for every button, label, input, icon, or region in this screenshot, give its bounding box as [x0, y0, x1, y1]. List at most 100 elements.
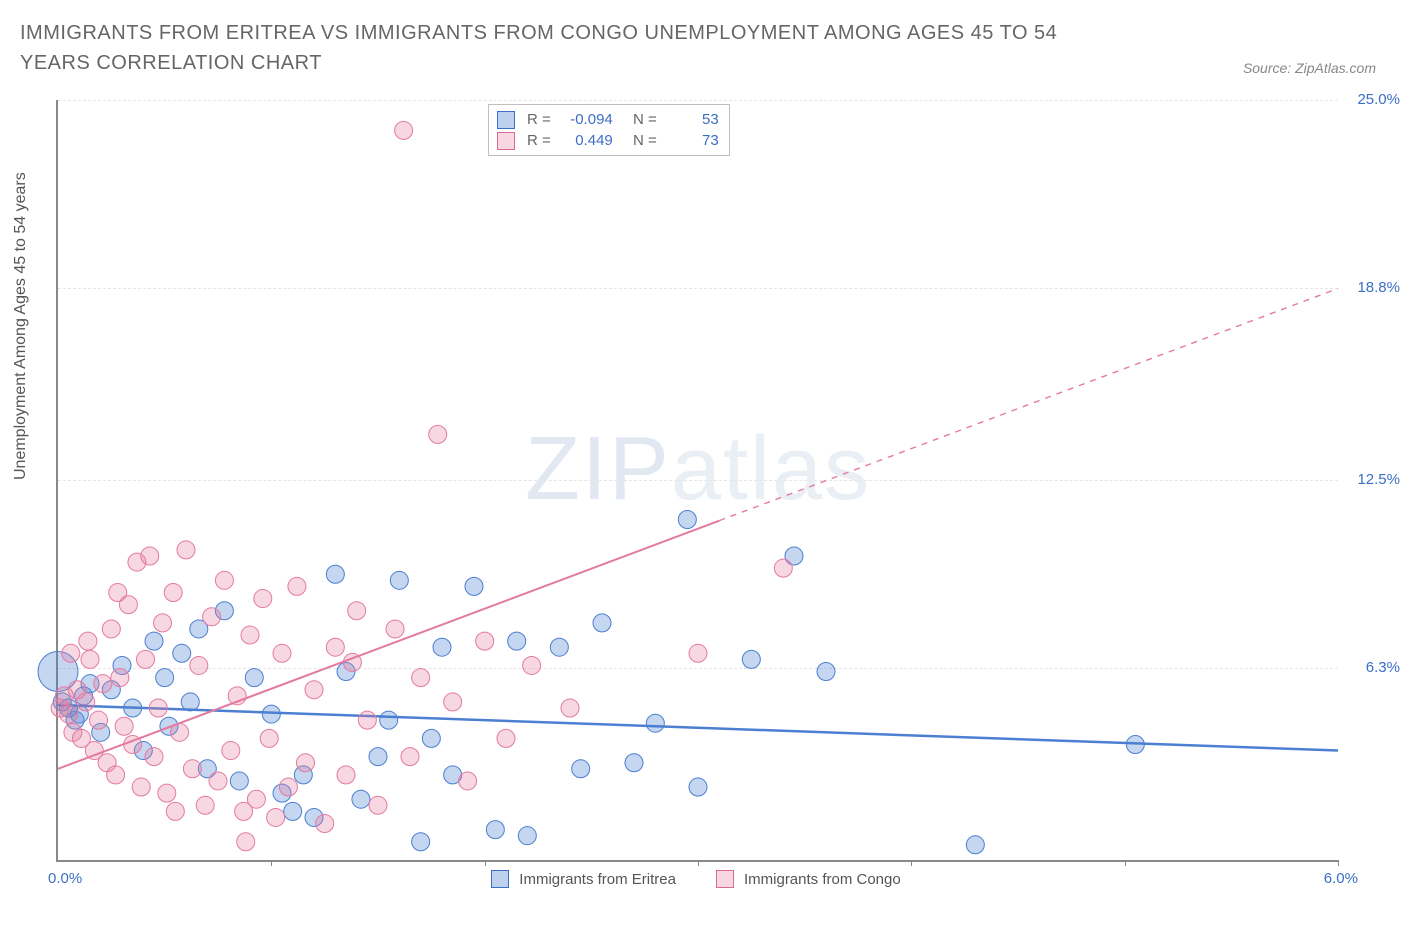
scatter-point	[390, 571, 408, 589]
scatter-point	[111, 669, 129, 687]
legend-label-congo: Immigrants from Congo	[744, 871, 901, 888]
trend-line	[58, 705, 1338, 751]
x-tick	[271, 860, 273, 866]
scatter-point	[316, 815, 334, 833]
y-tick-label: 25.0%	[1357, 91, 1400, 108]
x-tick	[911, 860, 913, 866]
scatter-point	[109, 583, 127, 601]
scatter-point	[348, 602, 366, 620]
scatter-point	[380, 711, 398, 729]
y-tick-label: 12.5%	[1357, 471, 1400, 488]
scatter-point	[561, 699, 579, 717]
scatter-point	[412, 669, 430, 687]
scatter-point	[966, 836, 984, 854]
scatter-point	[817, 663, 835, 681]
scatter-point	[523, 656, 541, 674]
scatter-point	[401, 748, 419, 766]
scatter-point	[79, 632, 97, 650]
scatter-point	[497, 729, 515, 747]
scatter-point	[209, 772, 227, 790]
scatter-point	[154, 614, 172, 632]
source-label: Source: ZipAtlas.com	[1243, 60, 1376, 76]
swatch-pink-icon	[716, 870, 734, 888]
scatter-point	[572, 760, 590, 778]
scatter-point	[369, 748, 387, 766]
scatter-point	[433, 638, 451, 656]
scatter-point	[190, 656, 208, 674]
scatter-point	[145, 748, 163, 766]
scatter-point	[689, 778, 707, 796]
scatter-point	[60, 705, 78, 723]
scatter-point	[689, 644, 707, 662]
scatter-point	[230, 772, 248, 790]
scatter-point	[550, 638, 568, 656]
swatch-blue-icon	[491, 870, 509, 888]
scatter-point	[90, 711, 108, 729]
scatter-point	[245, 669, 263, 687]
scatter-point	[352, 790, 370, 808]
scatter-point	[369, 796, 387, 814]
scatter-point	[132, 778, 150, 796]
scatter-point	[115, 717, 133, 735]
scatter-point	[337, 766, 355, 784]
trend-line-dashed	[719, 288, 1338, 520]
legend-label-eritrea: Immigrants from Eritrea	[519, 871, 676, 888]
scatter-point	[215, 571, 233, 589]
scatter-point	[326, 565, 344, 583]
scatter-point	[288, 577, 306, 595]
scatter-point	[267, 808, 285, 826]
scatter-point	[305, 681, 323, 699]
scatter-point	[102, 620, 120, 638]
scatter-point	[81, 650, 99, 668]
scatter-point	[284, 802, 302, 820]
y-axis-title: Unemployment Among Ages 45 to 54 years	[12, 172, 30, 480]
scatter-point	[646, 714, 664, 732]
scatter-point	[518, 827, 536, 845]
scatter-point	[395, 121, 413, 139]
scatter-point	[164, 583, 182, 601]
scatter-point	[183, 760, 201, 778]
scatter-point	[593, 614, 611, 632]
scatter-point	[386, 620, 404, 638]
scatter-point	[429, 425, 447, 443]
scatter-point	[459, 772, 477, 790]
y-tick-label: 18.8%	[1357, 279, 1400, 296]
scatter-point	[279, 778, 297, 796]
scatter-point	[196, 796, 214, 814]
scatter-point	[412, 833, 430, 851]
scatter-point	[166, 802, 184, 820]
scatter-point	[476, 632, 494, 650]
scatter-point	[444, 693, 462, 711]
scatter-point	[149, 699, 167, 717]
scatter-point	[107, 766, 125, 784]
scatter-point	[742, 650, 760, 668]
legend-item-eritrea: Immigrants from Eritrea	[491, 870, 676, 888]
x-tick	[1338, 860, 1340, 866]
scatter-point	[203, 608, 221, 626]
scatter-point	[774, 559, 792, 577]
scatter-point	[326, 638, 344, 656]
scatter-point	[237, 833, 255, 851]
scatter-point	[136, 650, 154, 668]
scatter-point	[678, 511, 696, 529]
x-tick	[485, 860, 487, 866]
chart-svg	[58, 100, 1338, 860]
chart-title: IMMIGRANTS FROM ERITREA VS IMMIGRANTS FR…	[20, 18, 1120, 78]
scatter-point	[241, 626, 259, 644]
scatter-point	[465, 577, 483, 595]
scatter-point	[173, 644, 191, 662]
x-tick	[1125, 860, 1127, 866]
scatter-point	[260, 729, 278, 747]
legend-item-congo: Immigrants from Congo	[716, 870, 901, 888]
scatter-point	[625, 754, 643, 772]
scatter-point	[358, 711, 376, 729]
chart-container: IMMIGRANTS FROM ERITREA VS IMMIGRANTS FR…	[0, 0, 1406, 930]
scatter-point	[141, 547, 159, 565]
scatter-point	[177, 541, 195, 559]
scatter-point	[262, 705, 280, 723]
legend: Immigrants from Eritrea Immigrants from …	[56, 870, 1336, 888]
scatter-point	[145, 632, 163, 650]
scatter-point	[77, 693, 95, 711]
scatter-point	[94, 675, 112, 693]
scatter-point	[422, 729, 440, 747]
